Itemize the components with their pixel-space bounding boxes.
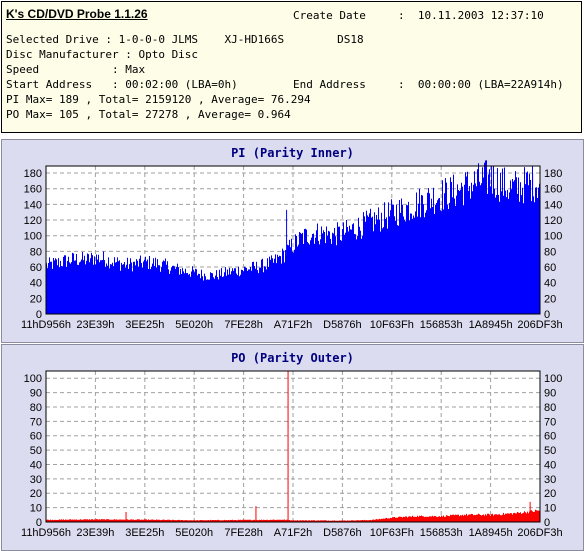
po-x-tick: 3EE25h [125,527,164,539]
po-y-tick-right: 40 [544,459,556,471]
pi-y-tick-right: 160 [544,184,562,196]
po-x-tick: 156853h [420,527,463,539]
po-y-tick-right: 100 [544,373,562,385]
disc-manufacturer: Disc Manufacturer : Opto Disc [6,48,199,61]
pi-chart: 0 0 20 20 40 40 60 60 80 80 100 100 120 120 140 140 160 1… [21,160,563,331]
po-frame [45,370,541,523]
po-x-tick: 5E020h [175,527,213,539]
po-chart-panel: PO (Parity Outer) 0 0 10 10 20 20 30 30 40 40 50 50… [1,344,584,551]
speed: Speed : Max [6,63,146,76]
po-x-tick: D5876h [323,527,362,539]
po-x-tick: 11hD956h [21,527,71,539]
pi-y-tick-left: 140 [24,199,42,211]
po-y-tick-left: 60 [30,431,42,443]
po-y-tick-right: 80 [544,402,556,414]
po-x-tick: 1A8945h [469,527,513,539]
po-summary: PO Max= 105 , Total= 27278 , Average= 0.… [6,108,291,121]
pi-x-tick: 11hD956h [21,319,71,331]
pi-y-tick-left: 20 [30,293,42,305]
pi-y-tick-left: 60 [30,262,42,274]
po-chart: 0 0 10 10 20 20 30 30 40 40 50 50 60 60 70 70 80 80 90 90 10… [21,370,563,539]
create-date-label: Create Date [293,9,366,22]
pi-y-tick-right: 40 [544,278,556,290]
end-address-label: End Address [293,78,366,91]
pi-x-tick: 23E39h [76,319,114,331]
pi-chart-title: PI (Parity Inner) [231,146,354,160]
pi-y-tick-left: 100 [24,231,42,243]
po-y-tick-right: 0 [544,517,550,529]
po-y-tick-right: 10 [544,503,556,515]
pi-summary: PI Max= 189 , Total= 2159120 , Average= … [6,93,311,106]
pi-x-tick: 3EE25h [125,319,164,331]
pi-chart-panel: PI (Parity Inner) 0 0 20 20 40 40 60 60 80 80 100 1… [1,139,584,343]
pi-x-tick: 10F63Fh [370,319,414,331]
po-x-tick: A71F2h [274,527,313,539]
po-x-tick: 23E39h [76,527,114,539]
disc-info-panel: K's CD/DVD Probe 1.1.26 Create Date : 10… [1,1,582,133]
po-y-tick-left: 90 [30,388,42,400]
create-date-value: : 10.11.2003 12:37:10 [398,9,544,22]
pi-y-tick-left: 0 [36,309,42,321]
pi-y-tick-right: 120 [544,215,562,227]
po-x-tick: 10F63Fh [370,527,414,539]
pi-y-tick-right: 140 [544,199,562,211]
pi-y-tick-left: 180 [24,168,42,180]
po-y-tick-left: 0 [36,517,42,529]
pi-y-tick-right: 60 [544,262,556,274]
pi-frame [45,165,541,315]
selected-drive: Selected Drive : 1-0-0-0 JLMS XJ-HD166S … [6,33,364,46]
pi-x-tick: 5E020h [175,319,213,331]
app-title: K's CD/DVD Probe 1.1.26 [6,7,148,21]
pi-y-tick-right: 180 [544,168,562,180]
po-y-tick-right: 60 [544,431,556,443]
po-y-tick-left: 100 [24,373,42,385]
po-y-tick-left: 70 [30,416,42,428]
pi-y-tick-left: 160 [24,184,42,196]
po-y-tick-right: 70 [544,416,556,428]
po-y-tick-left: 20 [30,488,42,500]
pi-x-tick: 206DF3h [517,319,562,331]
pi-x-tick: 7FE28h [224,319,263,331]
po-y-tick-right: 90 [544,388,556,400]
pi-x-tick: A71F2h [274,319,313,331]
pi-y-tick-right: 80 [544,246,556,258]
start-address: Start Address : 00:02:00 (LBA=0h) [6,78,238,91]
pi-x-tick: 156853h [420,319,463,331]
end-address-value: : 00:00:00 (LBA=22A914h) [398,78,564,91]
pi-y-tick-right: 100 [544,231,562,243]
po-y-tick-right: 50 [544,445,556,457]
pi-x-tick: 1A8945h [469,319,513,331]
po-x-tick: 7FE28h [224,527,263,539]
po-y-tick-right: 20 [544,488,556,500]
po-plot-area [45,370,541,523]
pi-x-tick: D5876h [323,319,362,331]
po-y-tick-right: 30 [544,474,556,486]
pi-y-tick-right: 20 [544,293,556,305]
po-y-tick-left: 10 [30,503,42,515]
po-chart-title: PO (Parity Outer) [231,351,354,365]
po-x-tick: 206DF3h [517,527,562,539]
pi-y-tick-left: 80 [30,246,42,258]
po-y-tick-left: 80 [30,402,42,414]
po-y-tick-left: 50 [30,445,42,457]
po-y-tick-left: 40 [30,459,42,471]
pi-y-tick-right: 0 [544,309,550,321]
pi-y-tick-left: 40 [30,278,42,290]
po-y-tick-left: 30 [30,474,42,486]
pi-y-tick-left: 120 [24,215,42,227]
